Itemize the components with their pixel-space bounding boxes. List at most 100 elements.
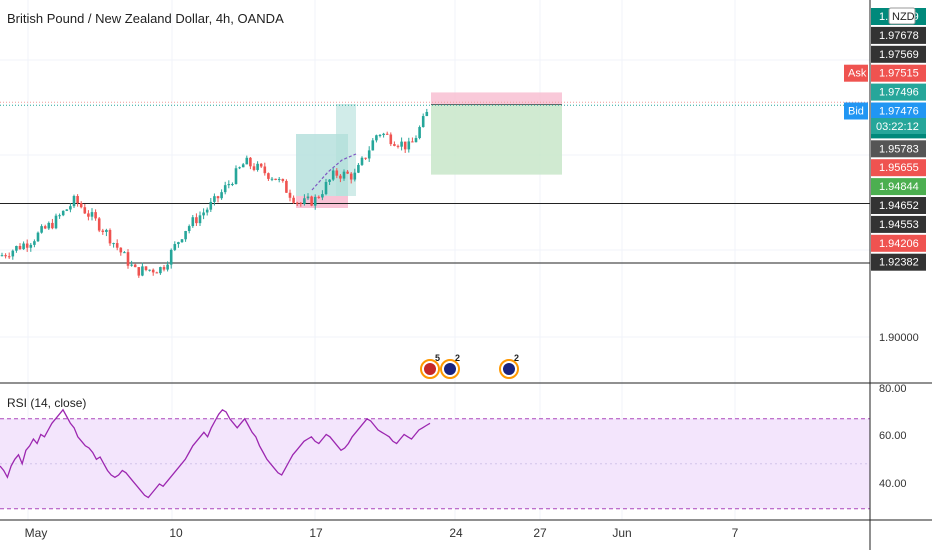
candle-body	[295, 202, 299, 204]
candle-body	[209, 201, 213, 210]
candle-body	[223, 185, 227, 193]
price-label: 1.94206	[879, 238, 919, 250]
candle-body	[274, 178, 277, 180]
economic-event-uk[interactable]: 5	[420, 353, 440, 379]
candle-body	[105, 229, 108, 232]
time-tick: 27	[533, 526, 547, 540]
candle-body	[43, 226, 47, 229]
price-label: 1.95783	[879, 143, 919, 155]
price-label-bg	[871, 140, 926, 158]
economic-event-nz[interactable]: 2	[440, 353, 460, 379]
horizontal-levels[interactable]	[0, 101, 870, 264]
position-zones[interactable]	[296, 92, 562, 208]
candle-body	[115, 243, 119, 248]
rsi-pane	[0, 382, 932, 510]
uk-flag-icon	[424, 363, 436, 375]
candle-body	[331, 170, 335, 180]
candle-body	[382, 133, 385, 136]
candle-body	[205, 209, 209, 213]
candle-body	[29, 244, 33, 248]
candle-body	[252, 166, 256, 170]
countdown-bg	[871, 118, 926, 134]
candle-body	[245, 157, 249, 165]
candle-body	[400, 141, 403, 147]
price-label: 1.97569	[879, 49, 919, 61]
price-label-bg	[871, 64, 926, 82]
candle-body	[277, 178, 281, 180]
candle-body	[292, 197, 295, 203]
stop-loss-zone[interactable]	[431, 92, 562, 105]
candle-body	[349, 173, 353, 180]
candlestick-series	[0, 108, 429, 278]
candle-body	[263, 166, 267, 174]
candle-body	[317, 196, 321, 198]
candle-body	[213, 196, 216, 202]
candle-body	[220, 192, 223, 199]
candle-body	[407, 141, 411, 150]
candle-body	[141, 266, 144, 276]
candle-body	[83, 207, 87, 214]
candle-body	[11, 250, 15, 257]
candle-body	[353, 172, 357, 180]
rsi-tick: 80.00	[879, 383, 907, 395]
currency-badge[interactable]: NZD	[892, 11, 915, 23]
rsi-tick: 60.00	[879, 430, 907, 442]
candle-body	[25, 243, 29, 248]
candle-body	[371, 140, 375, 151]
candle-body	[389, 134, 393, 145]
price-label-bg	[871, 45, 926, 63]
candle-body	[364, 157, 367, 159]
candle-body	[180, 239, 184, 243]
currency-badge-bg[interactable]	[888, 7, 916, 25]
entry-box-stop[interactable]	[296, 196, 348, 208]
candle-body	[169, 249, 173, 265]
candle-body	[270, 178, 274, 180]
candle-body	[403, 141, 407, 150]
candle-body	[144, 266, 148, 271]
take-profit-zone[interactable]	[431, 104, 562, 175]
candle-body	[33, 241, 36, 245]
chart-overlay: 5 2 2	[311, 153, 519, 379]
economic-event-nz[interactable]: 2	[499, 353, 519, 379]
event-count: 2	[514, 353, 519, 363]
price-label-bg	[871, 197, 926, 214]
candle-body	[375, 135, 378, 141]
candle-body	[321, 194, 324, 198]
price-label: 1.94553	[879, 219, 919, 231]
candle-body	[335, 170, 339, 176]
candle-body	[357, 164, 360, 173]
candle-body	[267, 173, 270, 179]
entry-box-extension[interactable]	[336, 104, 356, 196]
candle-body	[94, 212, 97, 219]
candle-body	[79, 203, 83, 208]
axis-tick-price: 1.90000	[879, 332, 919, 344]
candle-body	[177, 242, 180, 245]
price-label: 1.97515	[879, 68, 919, 80]
candle-body	[234, 168, 238, 185]
nz-flag-icon	[444, 363, 456, 375]
candle-body	[202, 212, 205, 216]
time-tick: 17	[309, 526, 323, 540]
candle-body	[313, 196, 317, 206]
candle-body	[137, 267, 141, 276]
forecast-arrow	[311, 153, 357, 191]
candle-body	[101, 230, 105, 232]
candle-body	[159, 267, 162, 274]
candle-body	[72, 196, 76, 207]
ask-tag-bg	[844, 64, 868, 82]
candle-body	[173, 244, 177, 250]
candle-body	[385, 133, 389, 135]
time-tick: 7	[732, 526, 739, 540]
time-tick: May	[25, 526, 48, 540]
price-label: 1.94652	[879, 200, 919, 212]
candle-body	[198, 215, 202, 224]
candle-body	[216, 196, 220, 199]
candle-body	[148, 269, 151, 271]
price-axis[interactable]: 1.976791.976781.975691.97515Ask1.974961.…	[844, 0, 926, 550]
candle-body	[133, 264, 137, 268]
time-axis[interactable]: May 10 17 24 27 Jun 7	[0, 519, 932, 540]
candle-body	[411, 141, 414, 143]
candle-body	[87, 213, 90, 217]
chart-title: British Pound / New Zealand Dollar, 4h, …	[7, 11, 284, 26]
